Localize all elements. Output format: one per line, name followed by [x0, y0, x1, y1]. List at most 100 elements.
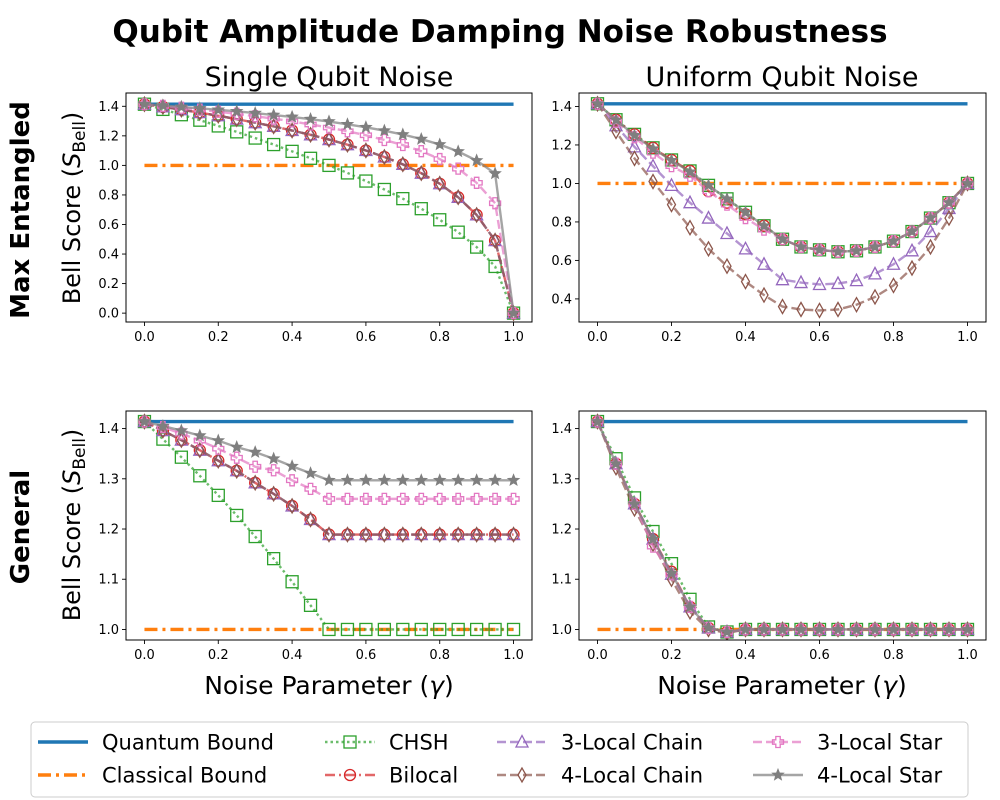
data-point-3-local-star	[341, 125, 354, 138]
data-point-4-local-chain	[398, 526, 408, 543]
data-point-4-local-chain	[195, 441, 205, 459]
y-tick-label: 1.3	[98, 472, 119, 487]
legend: Quantum Bound Classical Bound CHSH Bilocal 3…	[30, 721, 969, 798]
data-point-4-local-star	[396, 127, 410, 141]
series-line-4-local-chain	[596, 103, 969, 312]
data-point-3-local-star	[488, 492, 502, 506]
x-tick-label: 1.0	[957, 330, 978, 345]
data-point-4-local-star	[905, 622, 919, 636]
data-point-4-local-star	[738, 205, 753, 219]
data-point-3-local-chain	[793, 274, 809, 289]
data-point-4-local-star	[359, 120, 373, 134]
data-point-4-local-star	[720, 191, 734, 205]
data-point-4-local-chain	[925, 238, 936, 256]
y-tick-label: 1.4	[551, 100, 572, 115]
data-point-3-local-star	[212, 442, 225, 455]
y-tick-label: 1.2	[98, 523, 119, 538]
data-point-4-local-star	[627, 128, 642, 142]
data-point-chsh	[469, 622, 484, 637]
y-tick-label: 1.1	[98, 573, 119, 588]
chart-panel-4: 0.0 0.2 0.4 0.6 0.8 1.0 1.0 1.1 1.2 1.3 1.4	[551, 410, 987, 663]
data-point-3-local-star	[341, 492, 354, 506]
data-point-4-local-star	[303, 112, 318, 125]
data-point-chsh	[248, 131, 262, 145]
data-point-4-local-chain	[287, 497, 297, 515]
data-point-4-local-star	[174, 423, 189, 437]
data-point-3-local-star	[452, 492, 465, 506]
data-point-4-local-chain	[703, 240, 714, 258]
x-axis-label-left: Noise Parameter (γ)	[204, 671, 454, 700]
data-point-3-local-chain	[701, 210, 716, 224]
legend-marker	[771, 767, 785, 781]
data-point-chsh	[266, 551, 281, 566]
data-point-4-local-star	[664, 566, 679, 579]
data-point-3-local-chain	[867, 265, 883, 280]
data-point-chsh	[506, 622, 521, 637]
data-point-3-local-chain	[645, 158, 661, 172]
axes-frame	[578, 92, 987, 323]
series-line-3-local-star	[144, 420, 514, 501]
data-point-4-local-chain	[324, 526, 334, 543]
data-point-3-local-star	[359, 492, 373, 506]
data-point-3-local-chain	[664, 177, 679, 192]
row-label-general: General	[6, 470, 36, 584]
data-point-4-local-star	[229, 104, 244, 118]
data-point-4-local-star	[738, 622, 753, 636]
data-point-4-local-chain	[342, 526, 353, 543]
data-point-4-local-star	[285, 109, 299, 123]
legend-marker	[771, 735, 785, 749]
data-point-4-local-chain	[342, 136, 353, 154]
y-tick-label: 1.0	[98, 159, 119, 174]
chart-panel-2: 0.0 0.2 0.4 0.6 0.8 1.0 0.4 0.6 0.8 1.0 1.2 1.4	[551, 92, 987, 345]
x-tick-label: 0.4	[735, 648, 756, 663]
series-line-3-local-chain	[596, 103, 969, 286]
data-point-4-local-chain	[666, 196, 677, 213]
data-point-4-local-chain	[379, 148, 390, 166]
data-point-chsh	[451, 225, 465, 239]
data-point-4-local-chain	[796, 301, 806, 318]
data-point-4-local-star	[886, 234, 901, 247]
data-point-3-local-chain	[886, 256, 901, 270]
legend-marker	[514, 734, 530, 748]
data-point-4-local-star	[414, 473, 429, 487]
axes-frame	[578, 410, 987, 641]
data-point-4-local-chain	[870, 288, 880, 306]
data-point-4-local-star	[506, 473, 521, 487]
data-point-4-local-chain	[453, 526, 463, 543]
x-tick-label: 0.4	[282, 648, 303, 663]
data-point-4-local-chain	[453, 188, 463, 206]
legend-item-3-local-chain: 3-Local Chain	[497, 731, 703, 755]
legend-label: Classical Bound	[102, 764, 267, 788]
plot-area	[579, 411, 986, 640]
data-point-4-local-chain	[231, 462, 242, 480]
data-point-4-local-star	[942, 622, 956, 636]
data-point-4-local-star	[469, 153, 484, 167]
data-point-3-local-star	[433, 152, 446, 166]
data-point-4-local-chain	[324, 131, 334, 148]
data-point-4-local-star	[266, 107, 281, 121]
data-point-3-local-star	[452, 162, 465, 175]
data-point-4-local-star	[174, 99, 189, 113]
data-point-4-local-star	[757, 622, 771, 636]
data-point-3-local-star	[470, 492, 483, 506]
data-point-4-local-star	[757, 218, 771, 232]
ylabel-main: Bell Score (	[58, 168, 86, 304]
data-point-4-local-chain	[305, 126, 316, 144]
data-point-chsh	[211, 488, 225, 503]
x-tick-label: 0.2	[661, 648, 682, 663]
data-point-3-local-star	[415, 145, 428, 158]
data-point-4-local-star	[794, 239, 808, 253]
series-4-local-star	[137, 414, 521, 487]
data-point-4-local-star	[451, 144, 465, 158]
ylabel-subscript: Bell	[70, 438, 90, 470]
ylabel-symbol: S	[58, 153, 86, 168]
data-point-3-local-star	[396, 492, 409, 506]
series-3-local-star	[138, 415, 520, 506]
data-point-4-local-star	[285, 459, 299, 472]
legend-item-chsh: CHSH	[325, 731, 449, 755]
y-tick-label: 1.2	[551, 523, 572, 538]
ylabel-symbol: S	[58, 470, 86, 485]
x-tick-label: 1.0	[503, 648, 524, 663]
data-point-4-local-star	[248, 105, 262, 119]
ylabel-main: Bell Score (	[58, 485, 86, 621]
